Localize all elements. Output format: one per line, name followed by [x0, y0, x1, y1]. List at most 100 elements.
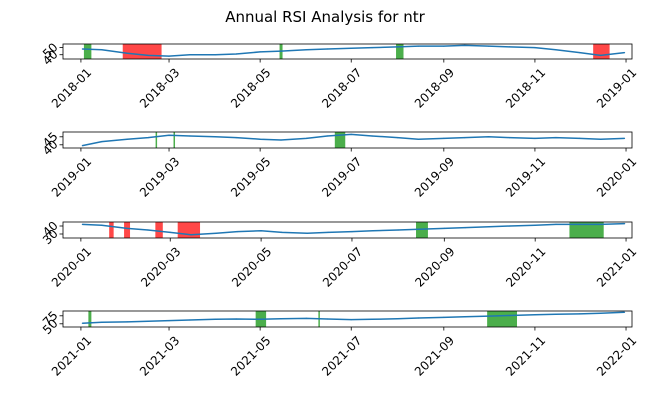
rsi-point-2020-7 — [236, 231, 238, 233]
xtick-label-2020-09: 2020-09 — [412, 244, 457, 289]
rsi-point-2018-14 — [396, 46, 399, 48]
rsi-point-2021-9 — [280, 318, 282, 320]
xtick-label-2018-01: 2018-01 — [49, 65, 94, 110]
xtick-label-2021-01: 2021-01 — [49, 333, 94, 378]
rsi-point-2020-4 — [169, 231, 171, 233]
rsi-point-2021-13 — [371, 318, 373, 320]
buy-zone-2019-2 — [334, 132, 346, 148]
rsi-point-2021-24 — [623, 311, 626, 313]
rsi-point-2019-1 — [101, 141, 103, 143]
rsi-point-2019-24 — [623, 137, 626, 139]
rsi-point-2020-3 — [147, 229, 149, 231]
rsi-point-2019-15 — [417, 138, 419, 140]
sell-zone-2020-1 — [124, 222, 131, 238]
buy-zone-2020-5 — [569, 222, 604, 238]
rsi-point-2019-18 — [488, 136, 490, 138]
rsi-point-2018-13 — [371, 47, 373, 49]
rsi-point-2019-5 — [189, 135, 191, 137]
rsi-point-2018-10 — [305, 49, 307, 51]
rsi-point-2018-15 — [417, 45, 419, 47]
rsi-point-2019-20 — [534, 137, 536, 139]
xtick-label-2021-07: 2021-07 — [319, 333, 364, 378]
rsi-point-2019-0 — [81, 145, 83, 147]
rsi-point-2019-19 — [508, 137, 511, 139]
rsi-point-2018-2 — [126, 52, 128, 54]
axes-frame-2018 — [62, 43, 633, 60]
rsi-point-2018-4 — [168, 55, 170, 57]
buy-zone-2019-0 — [155, 132, 158, 148]
sell-zone-2018-1 — [122, 44, 162, 59]
sell-zone-2020-0 — [109, 222, 114, 238]
rsi-point-2019-16 — [443, 137, 445, 139]
rsi-point-2018-22 — [579, 52, 581, 54]
xtick-label-2019-03: 2019-03 — [137, 154, 182, 199]
xtick-label-2019-09: 2019-09 — [412, 154, 457, 199]
xtick-label-2020-03: 2020-03 — [138, 244, 183, 289]
xtick-label-2019-01: 2019-01 — [49, 154, 94, 199]
rsi-point-2020-9 — [281, 231, 283, 233]
buy-zone-2019-1 — [173, 132, 176, 148]
rsi-point-2019-22 — [579, 137, 581, 139]
buy-zone-2018-0 — [83, 44, 92, 59]
rsi-point-2019-12 — [350, 133, 352, 135]
rsi-point-2020-22 — [579, 223, 581, 225]
xtick-label-2018-07: 2018-07 — [319, 65, 364, 110]
rsi-point-2018-16 — [443, 45, 445, 47]
rsi-point-2020-11 — [327, 231, 329, 233]
rsi-point-2018-6 — [214, 54, 216, 56]
rsi-point-2021-3 — [147, 320, 149, 322]
rsi-point-2020-20 — [534, 224, 536, 226]
xtick-label-2020-01: 2020-01 — [49, 244, 94, 289]
rsi-point-2020-21 — [555, 223, 557, 225]
rsi-point-2021-10 — [305, 317, 307, 319]
xtick-label-2018-09: 2018-09 — [412, 65, 457, 110]
rsi-line-2018 — [82, 44, 625, 57]
rsi-point-2018-9 — [280, 50, 282, 52]
rsi-point-2018-21 — [555, 49, 557, 51]
rsi-point-2018-11 — [326, 48, 328, 50]
xtick-label-2020-11: 2020-11 — [503, 244, 548, 289]
rsi-point-2018-20 — [534, 47, 536, 49]
axes-frame-2021 — [62, 310, 633, 328]
xtick-label-2021-01: 2021-01 — [594, 244, 639, 289]
rsi-point-2021-1 — [101, 321, 103, 323]
rsi-point-2021-17 — [464, 316, 466, 318]
rsi-point-2018-0 — [81, 48, 83, 50]
xtick-label-2021-09: 2021-09 — [412, 333, 457, 378]
rsi-point-2020-6 — [215, 232, 217, 234]
xtick-label-2018-05: 2018-05 — [228, 65, 273, 110]
rsi-point-2020-0 — [81, 223, 83, 225]
xtick-label-2019-01: 2019-01 — [594, 65, 639, 110]
rsi-point-2020-16 — [443, 227, 445, 229]
rsi-point-2018-23 — [600, 54, 602, 57]
rsi-line-2021 — [82, 311, 625, 324]
rsi-point-2021-16 — [443, 316, 445, 318]
rsi-point-2021-11 — [326, 318, 328, 320]
buy-zone-2018-3 — [396, 44, 404, 59]
rsi-point-2019-3 — [147, 137, 149, 139]
rsi-point-2021-5 — [189, 319, 191, 321]
rsi-point-2021-12 — [350, 319, 352, 321]
rsi-point-2021-23 — [600, 312, 602, 314]
xtick-label-2020-05: 2020-05 — [229, 244, 274, 289]
xtick-label-2021-05: 2021-05 — [228, 333, 273, 378]
rsi-point-2020-8 — [260, 230, 262, 232]
sell-zone-2018-4 — [593, 44, 610, 59]
rsi-point-2018-12 — [350, 47, 352, 49]
xtick-label-2020-07: 2020-07 — [320, 244, 365, 289]
axes-frame-2019 — [62, 131, 633, 149]
rsi-point-2021-2 — [126, 321, 128, 323]
rsi-point-2019-11 — [326, 135, 328, 137]
rsi-point-2020-13 — [372, 230, 374, 232]
rsi-point-2018-7 — [235, 53, 237, 55]
rsi-point-2019-9 — [280, 139, 282, 141]
buy-zone-2021-3 — [487, 311, 518, 327]
rsi-point-2019-14 — [396, 137, 399, 139]
buy-zone-2020-4 — [416, 222, 428, 238]
rsi-point-2021-4 — [168, 320, 170, 322]
xtick-label-2018-03: 2018-03 — [137, 65, 182, 110]
